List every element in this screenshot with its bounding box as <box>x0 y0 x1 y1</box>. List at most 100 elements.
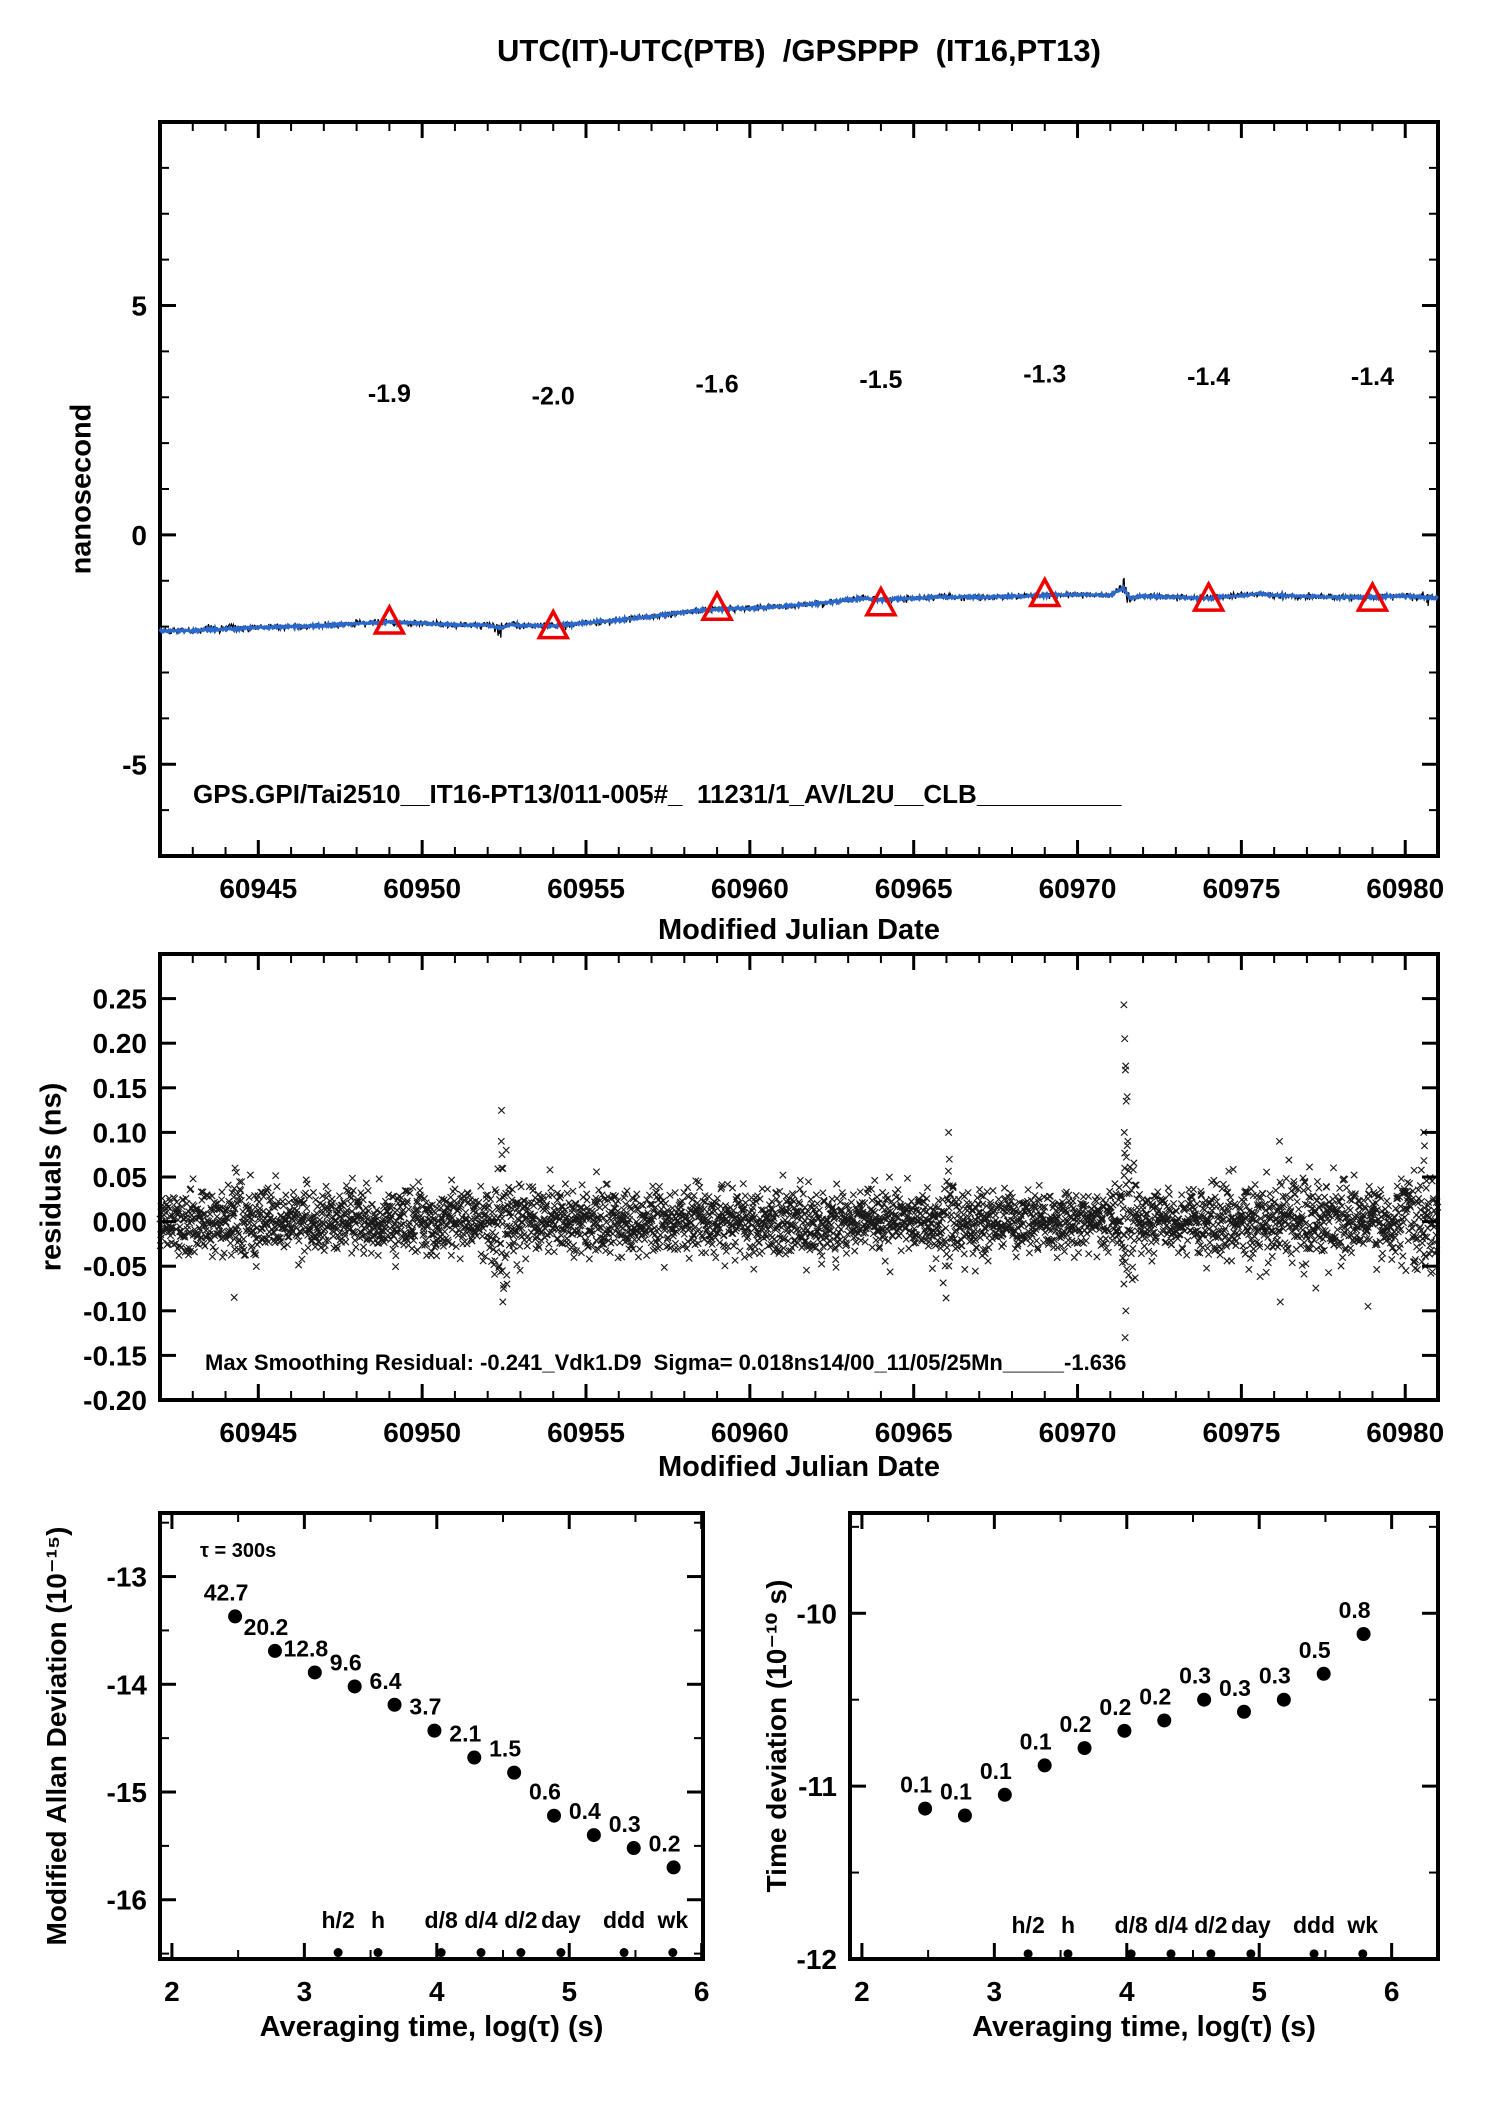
calibration-triangle-marker <box>863 584 898 617</box>
mdev-point-label: 20.2 <box>244 1614 289 1640</box>
x-tick-label: 60975 <box>1202 873 1280 904</box>
x-tick-label: 5 <box>1251 1976 1267 2007</box>
y-tick-label: -0.15 <box>83 1340 147 1371</box>
tdev-point-label: 0.2 <box>1099 1694 1131 1720</box>
tdev-point-label: 0.3 <box>1179 1663 1211 1689</box>
tdev-data-point <box>1236 1704 1251 1719</box>
y-tick-label: -0.05 <box>83 1251 147 1282</box>
residuals-y-axis-title: residuals (ns) <box>35 1082 68 1272</box>
residual-scatter <box>156 1001 1442 1342</box>
averaging-interval-label: d/2 <box>504 1907 537 1933</box>
tdev-x-axis-title: Averaging time, log(τ) (s) <box>972 2011 1316 2043</box>
tdev-data-point <box>1316 1666 1331 1681</box>
tdev-data-point <box>1276 1692 1291 1707</box>
mdev-x-axis-title: Averaging time, log(τ) (s) <box>259 2011 604 2043</box>
y-tick-label: -13 <box>107 1562 147 1593</box>
y-tick-label: 5 <box>131 291 147 322</box>
averaging-interval-mark <box>516 1948 526 1958</box>
y-tick-label: -15 <box>107 1777 147 1808</box>
mdev-data-point <box>626 1841 641 1856</box>
averaging-interval-label: wk <box>656 1907 688 1933</box>
mdev-y-axis-title: Modified Allan Deviation (10⁻¹⁵) <box>40 1526 72 1946</box>
tdev-data-point <box>1356 1627 1371 1642</box>
averaging-interval-label: wk <box>1346 1912 1378 1938</box>
x-tick-label: 60950 <box>383 1417 461 1448</box>
tdev-point-label: 0.1 <box>900 1772 932 1798</box>
averaging-interval-mark <box>436 1948 446 1958</box>
x-tick-label: 6 <box>1384 1976 1400 2007</box>
averaging-interval-label: h <box>1061 1912 1075 1938</box>
y-tick-label: -12 <box>797 1944 837 1975</box>
y-tick-label: 0.05 <box>93 1162 148 1193</box>
averaging-interval-mark <box>1166 1949 1176 1959</box>
averaging-interval-label: d/8 <box>425 1907 458 1933</box>
tdev-data-point <box>997 1787 1012 1802</box>
averaging-interval-label: d/2 <box>1194 1912 1227 1938</box>
x-tick-label: 60965 <box>875 1417 953 1448</box>
averaging-interval-mark <box>1206 1949 1216 1959</box>
y-tick-label: -5 <box>122 749 147 780</box>
calibration-triangle-marker <box>700 589 735 622</box>
y-tick-label: -0.20 <box>83 1385 147 1416</box>
y-tick-label: 0.25 <box>93 984 148 1015</box>
mdev-point-label: 0.3 <box>609 1811 641 1837</box>
mdev-point-label: 3.7 <box>409 1694 441 1720</box>
plot-frame <box>158 1511 705 1961</box>
averaging-interval-mark <box>1246 1949 1256 1959</box>
y-tick-label: -10 <box>797 1598 837 1629</box>
mdev-point-label: 2.1 <box>449 1721 481 1747</box>
calibration-value-label: -2.0 <box>532 383 575 411</box>
tdev-point-label: 0.1 <box>940 1779 972 1805</box>
y-tick-label: 0.00 <box>93 1207 148 1238</box>
averaging-interval-label: d/4 <box>1154 1912 1187 1938</box>
tdev-data-point <box>1157 1713 1172 1728</box>
calibration-triangle-marker <box>372 603 407 635</box>
plot-frame <box>158 952 1440 1402</box>
mdev-data-point <box>387 1697 402 1712</box>
x-tick-label: 2 <box>854 1976 870 2007</box>
averaging-interval-mark <box>668 1948 678 1958</box>
x-tick-label: 60945 <box>219 873 297 904</box>
averaging-interval-mark <box>556 1948 566 1958</box>
averaging-interval-mark <box>1358 1949 1368 1959</box>
averaging-interval-label: d/8 <box>1115 1912 1148 1938</box>
x-tick-label: 5 <box>561 1976 577 2007</box>
averaging-interval-label: h <box>371 1907 385 1933</box>
averaging-interval-label: h/2 <box>1012 1912 1045 1938</box>
phase-panel: 60945 60950 60955 60960 60965 60970 60975 60980… <box>122 120 1444 904</box>
residuals-annotation: Max Smoothing Residual: -0.241_Vdk1.D9 S… <box>205 1350 1127 1375</box>
tdev-data-point <box>918 1801 933 1816</box>
averaging-interval-mark <box>1023 1949 1033 1959</box>
calibration-value-label: -1.3 <box>1023 361 1066 389</box>
x-tick-label: 60955 <box>547 1417 625 1448</box>
x-tick-label: 60970 <box>1039 873 1117 904</box>
tdev-panel: 2 3 4 5 6 -10 -11 -12 0.1 0.1 0.1 0.1 0.2 0.2 0.2 0.3 0.… <box>797 1511 1440 2007</box>
mdev-data-point <box>467 1750 482 1765</box>
mdev-data-point <box>547 1808 562 1823</box>
x-tick-label: 60980 <box>1366 1417 1444 1448</box>
tdev-data-point <box>1197 1692 1212 1707</box>
residuals-panel: 60945 60950 60955 60960 60965 60970 60975 60980… <box>83 952 1444 1448</box>
phase-y-axis-title: nanosecond <box>65 403 98 575</box>
phase-x-axis-title: Modified Julian Date <box>658 914 940 946</box>
tdev-point-label: 0.3 <box>1219 1675 1251 1701</box>
averaging-interval-mark <box>476 1948 486 1958</box>
phase-annotation: GPS.GPI/Tai2510__IT16-PT13/011-005#_ 112… <box>193 779 1122 809</box>
x-tick-label: 60970 <box>1039 1417 1117 1448</box>
x-tick-label: 60950 <box>383 873 461 904</box>
mdev-panel: 2 3 4 5 6 -13 -14 -15 -16 42.7 20.212.89.6 6.4 3.7 2.… <box>107 1511 709 2007</box>
x-tick-label: 60955 <box>547 873 625 904</box>
tdev-point-label: 0.1 <box>1020 1728 1052 1754</box>
mdev-tau-note: τ = 300s <box>200 1540 277 1562</box>
tdev-point-label: 0.3 <box>1259 1663 1291 1689</box>
calibration-triangle-marker <box>1355 580 1390 612</box>
mdev-point-label: 12.8 <box>283 1635 328 1661</box>
mdev-data-point <box>307 1665 322 1680</box>
calibration-triangle-marker <box>1191 580 1226 612</box>
mdev-point-label: 9.6 <box>330 1649 362 1675</box>
tdev-point-label: 0.2 <box>1060 1711 1092 1737</box>
tdev-point-label: 0.1 <box>980 1758 1012 1784</box>
mdev-data-point <box>586 1828 601 1843</box>
